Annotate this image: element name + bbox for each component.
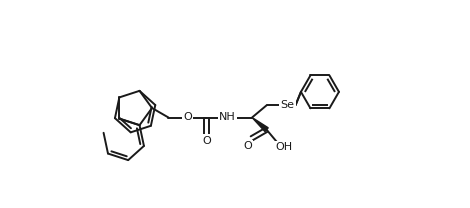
Text: OH: OH	[275, 142, 292, 152]
Text: NH: NH	[219, 113, 236, 123]
Text: Se: Se	[281, 100, 295, 110]
Text: O: O	[202, 136, 211, 146]
Text: O: O	[243, 141, 252, 151]
Text: O: O	[183, 113, 192, 123]
Polygon shape	[252, 118, 268, 132]
